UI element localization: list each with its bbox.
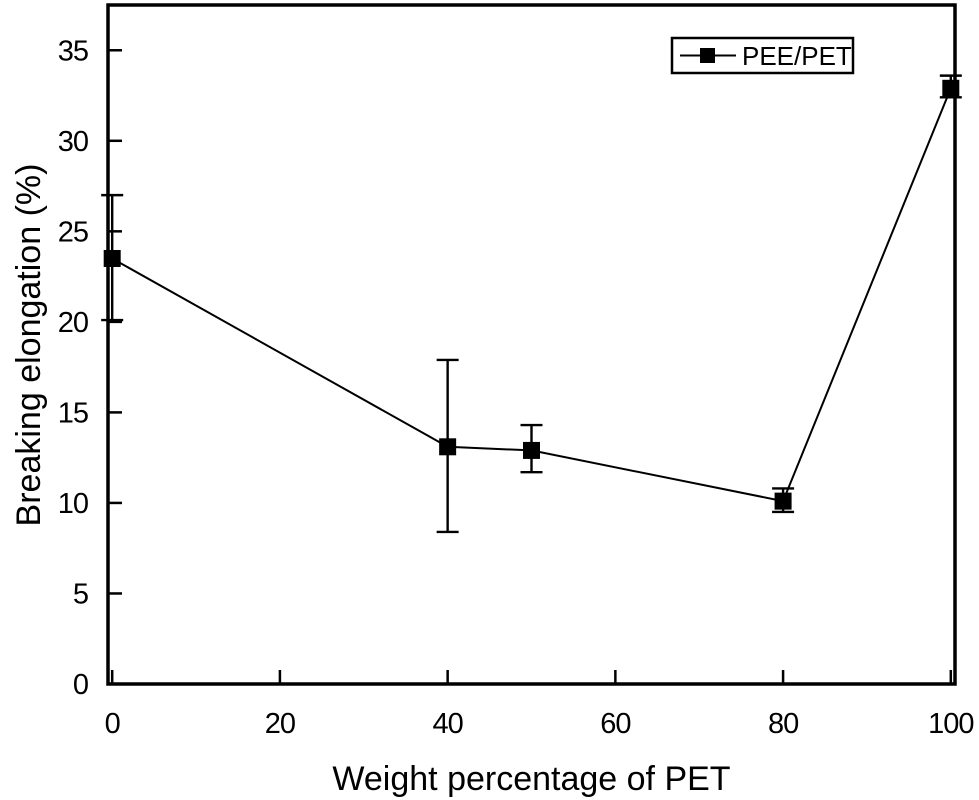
- data-point-marker: [774, 492, 792, 510]
- x-tick-label: 40: [433, 708, 463, 740]
- y-tick-label: 5: [73, 578, 88, 610]
- y-tick-label: 30: [58, 126, 88, 158]
- x-tick-label: 80: [768, 708, 798, 740]
- y-tick-label: 25: [58, 216, 88, 248]
- y-axis-label: Breaking elongation (%): [10, 164, 48, 527]
- y-tick-label: 0: [73, 669, 88, 701]
- legend-label: PEE/PET: [742, 41, 852, 71]
- x-tick-label: 0: [105, 708, 120, 740]
- y-tick-label: 35: [58, 35, 88, 67]
- x-tick-label: 20: [265, 708, 295, 740]
- x-tick-label: 100: [928, 708, 973, 740]
- x-tick-label: 60: [600, 708, 630, 740]
- legend: PEE/PET: [670, 36, 855, 75]
- x-axis-label: Weight percentage of PET: [332, 760, 730, 798]
- legend-marker-square: [700, 48, 715, 63]
- data-point-marker: [439, 438, 457, 456]
- y-tick-label: 15: [58, 397, 88, 429]
- data-point-marker: [942, 79, 960, 97]
- data-point-marker: [103, 249, 121, 267]
- data-point-marker: [523, 441, 540, 459]
- y-tick-label: 20: [58, 307, 88, 339]
- plot-frame: [106, 3, 957, 686]
- y-tick-label: 10: [58, 488, 88, 520]
